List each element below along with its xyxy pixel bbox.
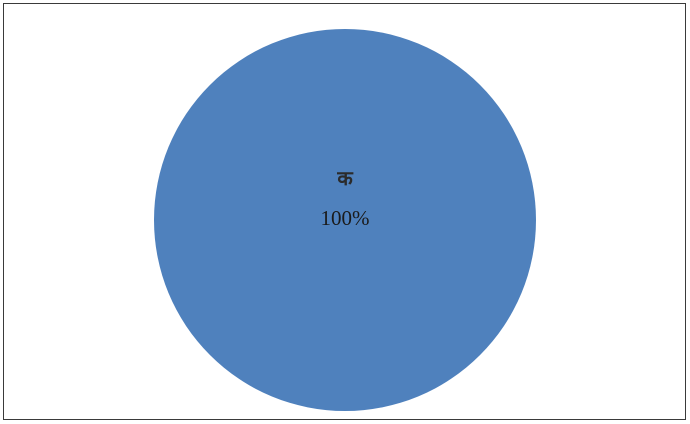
slice-value-label: 100% xyxy=(321,206,370,230)
pie-labels: क 100% xyxy=(321,166,370,230)
pie-slice xyxy=(154,29,536,411)
pie-slices xyxy=(154,29,536,411)
slice-category-label: क xyxy=(336,166,354,190)
